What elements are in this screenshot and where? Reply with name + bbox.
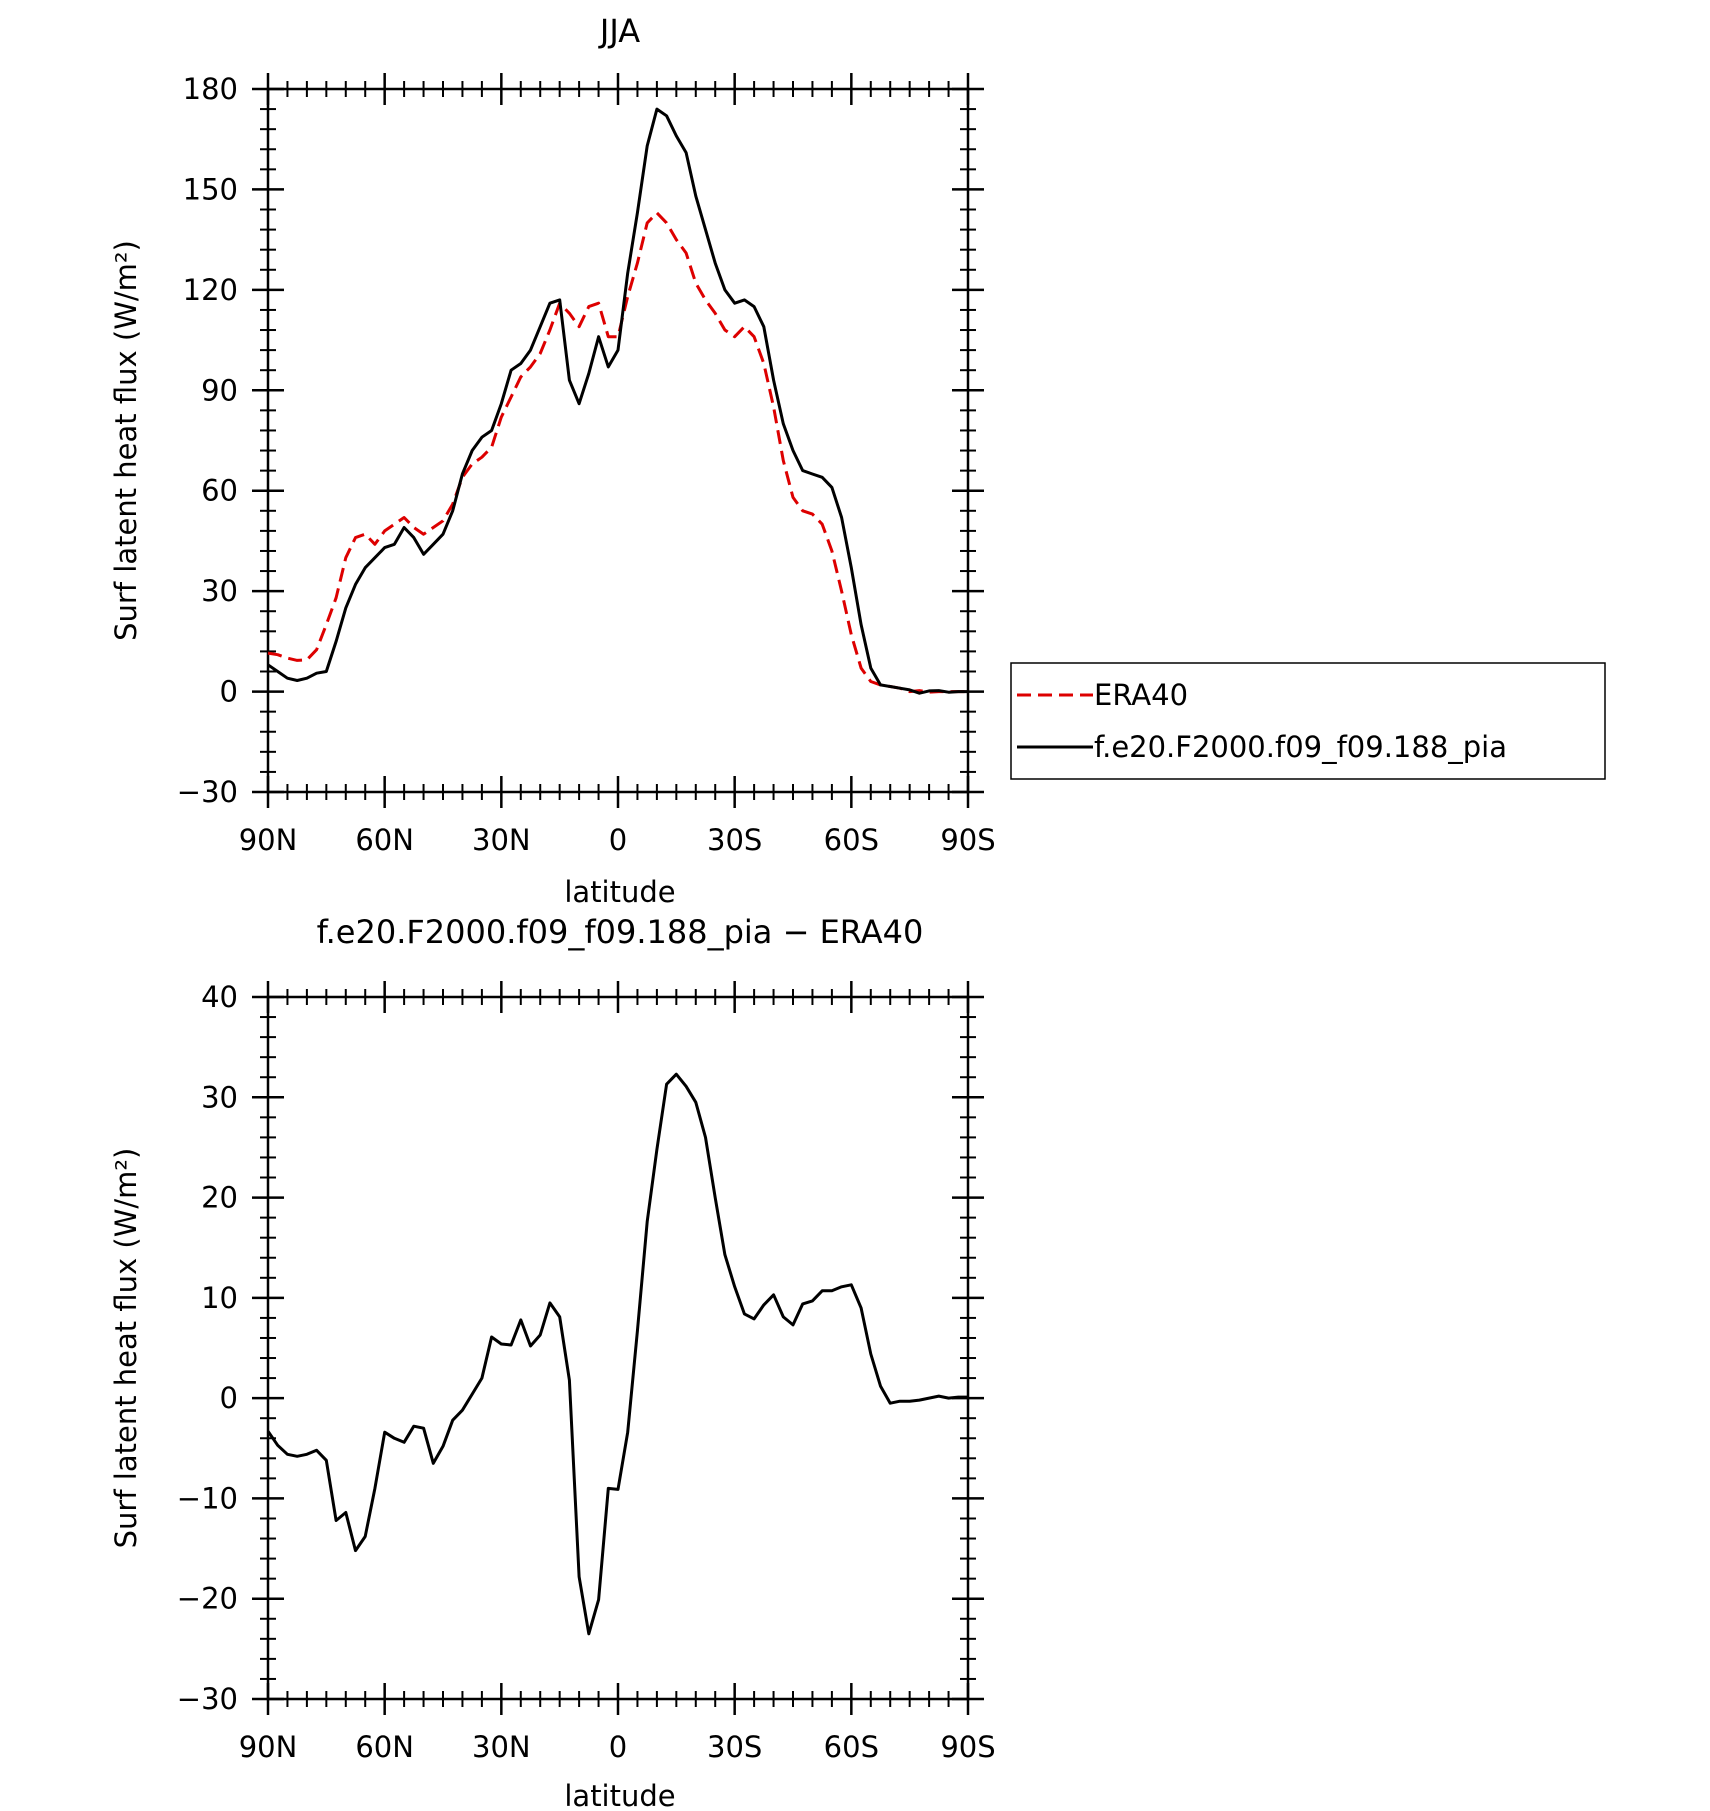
x-tick-label: 60N [355,823,414,857]
legend-label-era40: ERA40 [1094,678,1188,712]
x-tick-label: 90N [239,1730,298,1764]
bottom-plot-frame [266,995,970,1701]
bottom-y-axis-label: Surf latent heat flux (W/m²) [109,1148,143,1549]
legend: ERA40 f.e20.F2000.f09_f09.188_pia [1010,662,1606,780]
x-tick-label: 90N [239,823,298,857]
x-tick-label: 0 [609,823,627,857]
y-tick-label: 20 [201,1181,238,1215]
y-tick-label: 150 [183,172,238,206]
y-tick-label: 0 [220,675,238,709]
top-x-axis-label: latitude [564,875,675,909]
legend-label-model: f.e20.F2000.f09_f09.188_pia [1094,730,1507,764]
bottom-axes: −30 −20 −10 0 10 20 30 40 90N 60N 30N 0 30S 60S 90S [177,980,996,1764]
x-tick-label: 30S [707,1730,762,1764]
x-tick-label: 0 [609,1730,627,1764]
y-tick-label: −20 [177,1582,238,1616]
x-tick-label: 60S [824,823,879,857]
top-panel-title: JJA [598,12,640,50]
bottom-series-lines [266,1072,968,1636]
y-tick-label: 180 [183,72,238,106]
bottom-panel: f.e20.F2000.f09_f09.188_pia − ERA40 −30−… [109,913,996,1811]
y-tick-label: 10 [201,1281,238,1315]
bottom-x-axis-label: latitude [564,1779,675,1811]
y-tick-label: 40 [201,980,238,1014]
top-axes: −30 0 30 60 90 120 150 180 90N 60N 30N 0 30S 60S 90S [177,72,996,857]
series-line-f-e20-f2000-f09-f09-188-pia [267,107,968,695]
y-tick-label: 0 [220,1381,238,1415]
x-tick-label: 30S [707,823,762,857]
top-series-lines [267,107,968,695]
legend-box [1010,662,1606,780]
bottom-panel-title: f.e20.F2000.f09_f09.188_pia − ERA40 [317,913,924,951]
y-tick-label: 120 [183,273,238,307]
x-tick-label: 60N [355,1730,414,1764]
series-line-difference [266,1072,968,1636]
y-tick-label: −30 [177,1682,238,1716]
x-tick-label: 90S [940,823,995,857]
y-tick-label: 60 [201,474,238,508]
x-tick-label: 90S [940,1730,995,1764]
series-line-era40 [267,211,968,694]
y-tick-label: −30 [177,775,238,809]
top-panel: JJA −30 0 30 60 90 120 150 180 90N 60N 30N 0 30S 60S 9… [109,12,1606,909]
y-tick-label: 30 [201,574,238,608]
x-tick-label: 30N [472,823,531,857]
y-tick-label: 30 [201,1080,238,1114]
top-y-axis-label: Surf latent heat flux (W/m²) [109,240,143,641]
x-tick-label: 30N [472,1730,531,1764]
y-tick-label: 90 [201,373,238,407]
y-tick-label: −10 [177,1481,238,1515]
x-tick-label: 60S [824,1730,879,1764]
top-plot-frame [266,87,970,794]
